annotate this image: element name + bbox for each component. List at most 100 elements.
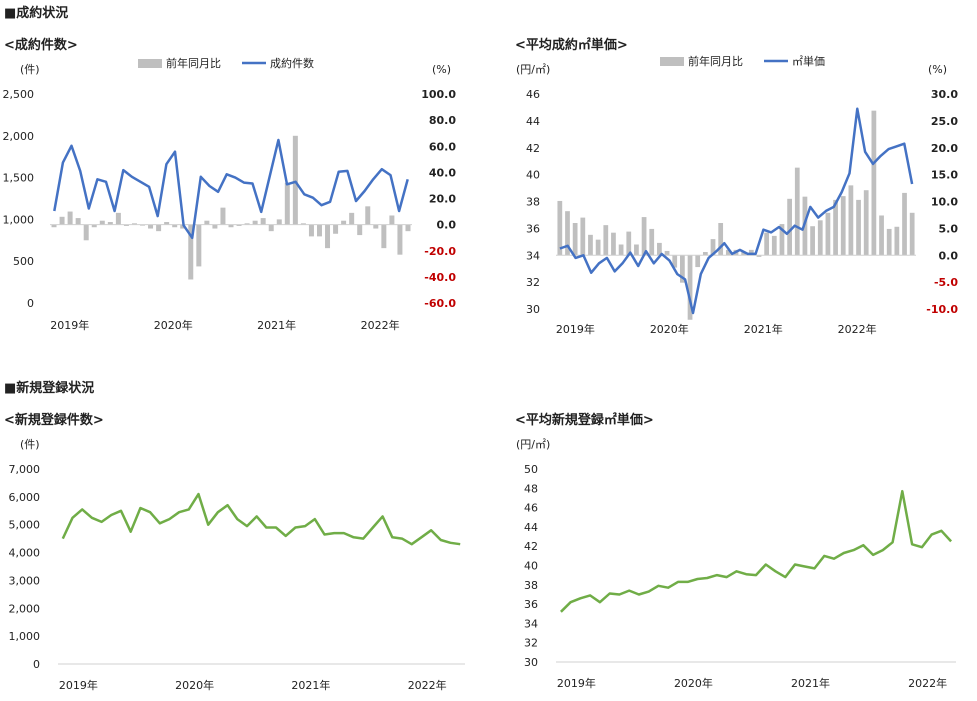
c4-y-tick-label: 50 [524, 463, 538, 476]
c1-bar [236, 224, 242, 226]
c1-bar [212, 224, 218, 229]
c4-x-tick-label: 2022年 [908, 676, 947, 690]
c2-bar [702, 252, 708, 256]
c1-bar [59, 216, 65, 225]
c4-y-tick-label: 34 [524, 617, 538, 630]
c2-bar [687, 255, 693, 320]
c1-bar [244, 223, 250, 225]
c1-y2-tick-label: -20.0 [424, 245, 456, 258]
c2-bar [756, 255, 762, 257]
c4-y-tick-label: 42 [524, 540, 538, 553]
c1-bar [123, 224, 129, 226]
c3-x-tick-label: 2022年 [408, 678, 447, 692]
c1-y-tick-label: 2,500 [3, 88, 35, 101]
c2-line-series [559, 107, 914, 315]
c2-bar [580, 217, 586, 256]
c4-x-tick-label: 2021年 [791, 676, 830, 690]
c3-y-tick-label: 6,000 [9, 491, 41, 504]
c2-bar [695, 255, 701, 268]
c2-y-tick-label: 32 [526, 276, 540, 289]
c1-y-tick-label: 1,000 [3, 213, 35, 226]
c4-y-tick-label: 38 [524, 579, 538, 592]
chart-title-contract-count: <成約件数> [4, 38, 78, 53]
c2-bar [902, 192, 907, 256]
c2-y-tick-label: 42 [526, 142, 540, 155]
c1-bar [276, 219, 282, 225]
c1-y2-tick-label: -60.0 [424, 297, 456, 310]
c3-y-tick-label: 2,000 [9, 602, 41, 615]
c2-bar [603, 225, 609, 256]
c4-y-tick-label: 44 [524, 521, 538, 534]
c2-y-unit: (円/㎡) [516, 63, 550, 76]
c1-bar [67, 211, 73, 225]
c1-bar [83, 224, 89, 241]
c2-bar [748, 249, 754, 256]
c2-x-tick-label: 2020年 [650, 322, 689, 336]
c1-y2-unit: (%) [432, 63, 451, 76]
c2-bar [657, 242, 662, 256]
c1-legend-bar-swatch [138, 59, 162, 68]
c2-bar [595, 239, 601, 256]
c2-y-tick-label: 38 [526, 196, 540, 209]
c2-y2-tick-label: 25.0 [931, 115, 958, 128]
c2-y2-unit: (%) [928, 63, 947, 76]
c1-y2-tick-label: 40.0 [429, 166, 456, 179]
c2-y2-tick-label: 10.0 [931, 196, 958, 209]
c2-bar [794, 167, 800, 256]
c2-bar [565, 211, 570, 256]
c1-y2-tick-label: 80.0 [429, 114, 456, 127]
c2-bar [725, 249, 731, 256]
c1-bar [172, 224, 178, 228]
c4-y-tick-label: 30 [524, 656, 538, 669]
c1-bar [349, 212, 355, 225]
c3-y-tick-label: 5,000 [9, 519, 41, 532]
c1-bar [156, 224, 162, 232]
chart-title-new-listing-unit-price: <平均新規登録㎡単価> [515, 413, 654, 428]
c2-bar [626, 231, 632, 256]
c1-bar [51, 224, 57, 228]
c1-line-series [53, 138, 409, 240]
c1-legend-bar-label: 前年同月比 [166, 56, 221, 70]
c4-line-series [560, 489, 953, 613]
c1-bar [333, 224, 339, 234]
c3-y-tick-label: 3,000 [9, 574, 41, 587]
c2-bar [825, 212, 831, 256]
c2-bar [710, 239, 716, 256]
c2-x-tick-label: 2021年 [744, 322, 783, 336]
c2-bar [863, 190, 869, 256]
c2-y-tick-label: 30 [526, 303, 540, 316]
c1-bar [204, 220, 210, 225]
c2-y-tick-label: 44 [526, 115, 540, 128]
c1-bar [260, 218, 266, 225]
c4-y-tick-label: 32 [524, 637, 538, 650]
c1-x-tick-label: 2022年 [361, 318, 400, 332]
c1-bar [220, 207, 226, 225]
c1-bar [115, 212, 121, 225]
c4-x-tick-label: 2020年 [674, 676, 713, 690]
c3-x-tick-label: 2019年 [59, 678, 98, 692]
c2-y2-tick-label: 20.0 [931, 142, 958, 155]
c4-y-tick-label: 46 [524, 502, 538, 515]
c2-bar [787, 198, 792, 256]
c1-bar [188, 224, 194, 280]
c2-bar [771, 235, 777, 256]
c1-bar [381, 224, 387, 249]
chart-title-new-listing-count: <新規登録件数> [4, 413, 104, 428]
c2-bar [572, 223, 578, 256]
c1-x-tick-label: 2021年 [257, 318, 296, 332]
c1-bar [107, 222, 113, 225]
chart-title-contract-unit-price: <平均成約㎡単価> [515, 38, 628, 53]
c1-y-tick-label: 2,000 [3, 130, 35, 143]
c2-bar [871, 110, 877, 256]
c1-bar [357, 224, 363, 236]
c4-y-tick-label: 36 [524, 598, 538, 611]
c1-y-tick-label: 0 [27, 297, 34, 310]
c2-y2-tick-label: -10.0 [926, 303, 958, 316]
c1-bar [397, 224, 403, 255]
c4-x-tick-label: 2019年 [557, 676, 596, 690]
c2-legend-line-label: ㎡単価 [792, 54, 825, 68]
c2-x-tick-label: 2022年 [838, 322, 877, 336]
c1-y2-tick-label: 0.0 [437, 219, 457, 232]
c3-x-tick-label: 2020年 [175, 678, 214, 692]
c3-line-series [61, 492, 461, 546]
